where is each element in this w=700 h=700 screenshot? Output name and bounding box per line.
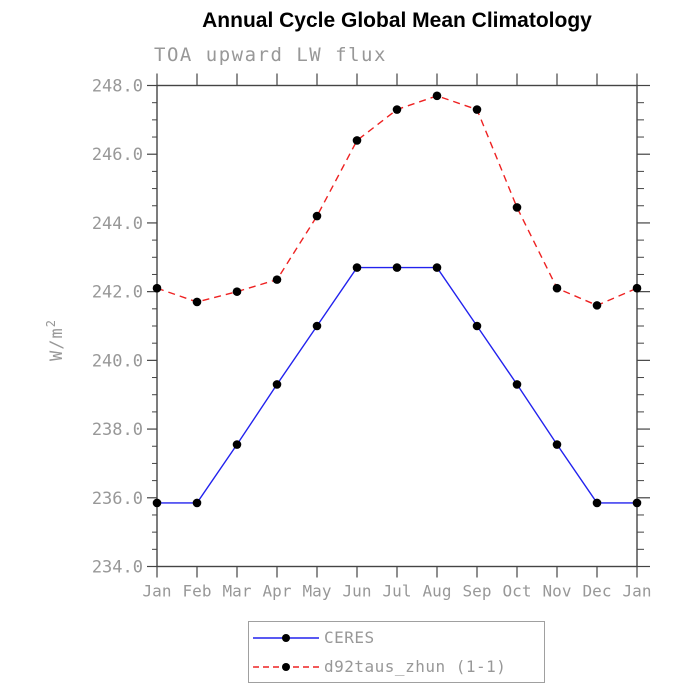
x-axis-tick-label: Apr xyxy=(263,582,292,601)
x-axis-tick-label: Mar xyxy=(223,582,252,601)
y-axis-tick-label: 244.0 xyxy=(92,214,143,234)
legend-item-d92taus-zhun-1-1: d92taus_zhun (1-1) xyxy=(249,654,544,680)
legend-marker-dot xyxy=(282,633,290,642)
x-axis-tick-label: Jan xyxy=(623,582,652,601)
data-point-ceres xyxy=(552,440,562,449)
x-axis-tick-label: Sep xyxy=(463,582,492,601)
data-point-d92taus-zhun-1-1 xyxy=(432,91,442,101)
legend-item-ceres: CERES xyxy=(249,625,544,651)
y-axis-tick-label: 238.0 xyxy=(92,420,143,440)
data-point-d92taus-zhun-1-1 xyxy=(472,105,482,114)
data-point-d92taus-zhun-1-1 xyxy=(592,301,602,310)
y-axis-tick-label: 242.0 xyxy=(92,283,143,303)
legend-label: CERES xyxy=(324,628,375,647)
data-point-ceres xyxy=(352,263,362,272)
x-axis-tick-label: Feb xyxy=(183,582,212,601)
legend-label: d92taus_zhun (1-1) xyxy=(324,657,507,676)
data-point-d92taus-zhun-1-1 xyxy=(312,211,322,221)
legend-line-sample-d92taus-zhun-1-1 xyxy=(253,662,319,671)
x-axis-tick-label: Oct xyxy=(503,582,532,601)
chart-subtitle: TOA upward LW flux xyxy=(154,44,387,66)
x-axis-tick-label: Aug xyxy=(423,582,452,601)
data-point-d92taus-zhun-1-1 xyxy=(512,203,522,212)
legend-marker-dot xyxy=(282,662,290,671)
data-point-d92taus-zhun-1-1 xyxy=(392,105,402,114)
y-axis-tick-label: 236.0 xyxy=(92,489,143,509)
data-point-d92taus-zhun-1-1 xyxy=(192,297,202,307)
x-axis-tick-label: May xyxy=(303,582,332,601)
plot-frame xyxy=(156,84,638,568)
y-axis-tick-label: 240.0 xyxy=(92,351,143,371)
y-axis-title: W/m2 xyxy=(44,319,67,361)
data-point-d92taus-zhun-1-1 xyxy=(552,283,562,293)
x-axis-tick-label: Nov xyxy=(543,582,572,601)
data-point-d92taus-zhun-1-1 xyxy=(152,283,162,293)
data-point-ceres xyxy=(192,498,202,508)
data-point-ceres xyxy=(592,498,602,508)
data-point-ceres xyxy=(152,498,162,508)
data-point-ceres xyxy=(512,380,522,389)
x-axis-tick-label: Jul xyxy=(383,582,412,601)
data-point-ceres xyxy=(312,321,322,331)
data-point-d92taus-zhun-1-1 xyxy=(272,275,282,284)
y-axis-tick-label: 234.0 xyxy=(92,558,143,578)
data-point-ceres xyxy=(272,380,282,389)
data-point-ceres xyxy=(392,263,402,272)
series-line-d92taus-zhun-1-1 xyxy=(156,95,638,307)
data-point-ceres xyxy=(432,263,442,272)
y-axis-tick-label: 246.0 xyxy=(92,145,143,165)
data-point-d92taus-zhun-1-1 xyxy=(632,283,642,293)
legend-box: CERES d92taus_zhun (1-1) xyxy=(248,621,545,683)
data-point-d92taus-zhun-1-1 xyxy=(232,287,242,296)
x-axis-tick-label: Dec xyxy=(583,582,612,601)
x-axis-tick-label: Jun xyxy=(343,582,372,601)
data-point-ceres xyxy=(472,321,482,331)
data-point-ceres xyxy=(632,498,642,508)
chart-title: Annual Cycle Global Mean Climatology xyxy=(202,9,592,32)
x-axis-tick-label: Jan xyxy=(143,582,172,601)
y-axis-tick-label: 248.0 xyxy=(92,77,143,97)
series-line-ceres xyxy=(157,266,637,504)
data-point-ceres xyxy=(232,440,242,449)
legend-line-sample-ceres xyxy=(253,633,319,642)
data-point-d92taus-zhun-1-1 xyxy=(352,136,362,145)
